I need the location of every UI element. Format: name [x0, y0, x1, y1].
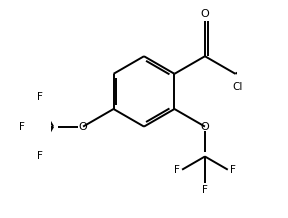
Text: F: F — [19, 122, 25, 132]
Text: F: F — [230, 165, 236, 175]
Text: F: F — [174, 165, 180, 175]
Text: O: O — [200, 122, 209, 132]
Text: F: F — [37, 151, 43, 161]
Text: Cl: Cl — [232, 82, 242, 92]
Text: O: O — [200, 9, 209, 19]
Text: F: F — [37, 92, 43, 102]
Text: F: F — [202, 185, 208, 195]
Text: O: O — [79, 122, 88, 132]
